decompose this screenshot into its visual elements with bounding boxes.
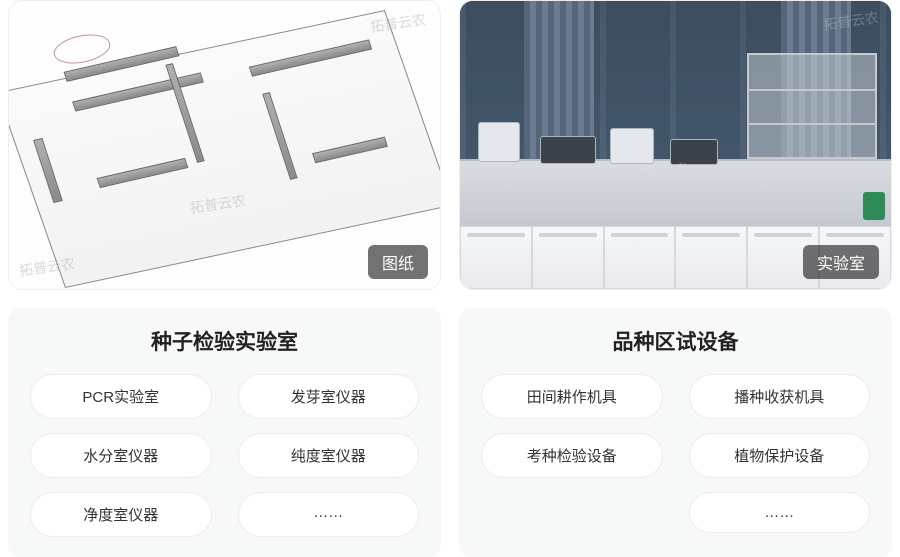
pill-item[interactable]: 播种收获机具 bbox=[689, 374, 871, 419]
category-variety-equipment: 品种区试设备 田间耕作机具 播种收获机具 考种检验设备 植物保护设备 …… bbox=[459, 308, 892, 557]
pill-item[interactable]: 净度室仪器 bbox=[30, 492, 212, 537]
image-label: 图纸 bbox=[368, 245, 428, 279]
pill-item[interactable]: 发芽室仪器 bbox=[238, 374, 420, 419]
category-title: 种子检验实验室 bbox=[30, 326, 419, 356]
image-label: 实验室 bbox=[803, 245, 879, 279]
pill-item[interactable]: …… bbox=[238, 492, 420, 537]
pill-grid: PCR实验室 发芽室仪器 水分室仪器 纯度室仪器 净度室仪器 …… bbox=[30, 374, 419, 537]
pill-item[interactable]: 植物保护设备 bbox=[689, 433, 871, 478]
pill-item[interactable]: …… bbox=[689, 492, 871, 533]
category-row: 种子检验实验室 PCR实验室 发芽室仪器 水分室仪器 纯度室仪器 净度室仪器 …… bbox=[0, 290, 900, 557]
category-seed-lab: 种子检验实验室 PCR实验室 发芽室仪器 水分室仪器 纯度室仪器 净度室仪器 …… bbox=[8, 308, 441, 557]
pill-item[interactable]: 田间耕作机具 bbox=[481, 374, 663, 419]
pill-grid: 田间耕作机具 播种收获机具 考种检验设备 植物保护设备 …… bbox=[481, 374, 870, 533]
pill-item[interactable]: 水分室仪器 bbox=[30, 433, 212, 478]
pill-item[interactable]: PCR实验室 bbox=[30, 374, 212, 419]
pill-item[interactable]: 纯度室仪器 bbox=[238, 433, 420, 478]
drawing-card: 拓普云农 拓普云农 拓普云农 图纸 bbox=[8, 0, 441, 290]
lab-photo-card: 拓普云农 拓普云农 实验室 bbox=[459, 0, 892, 290]
image-row: 拓普云农 拓普云农 拓普云农 图纸 拓普云农 拓普云农 实验室 bbox=[0, 0, 900, 290]
pill-item[interactable]: 考种检验设备 bbox=[481, 433, 663, 478]
category-title: 品种区试设备 bbox=[481, 326, 870, 356]
